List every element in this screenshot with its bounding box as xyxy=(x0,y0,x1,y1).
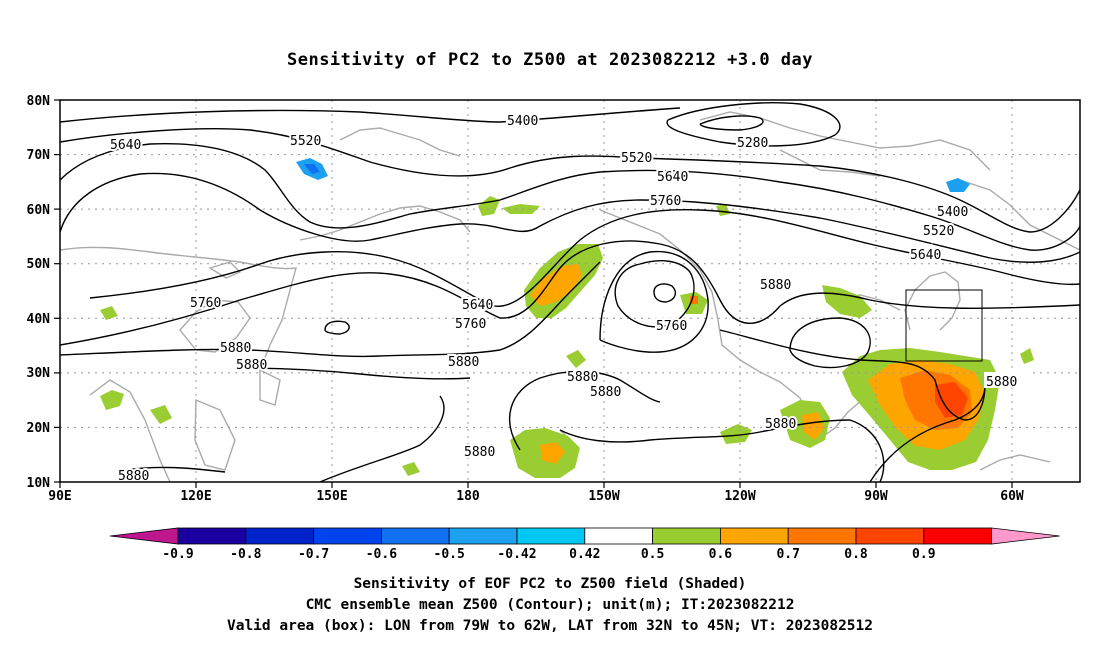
map-frame xyxy=(59,99,1081,483)
contour-label: 5520 xyxy=(290,134,321,149)
lat-tick-label: 40N xyxy=(27,312,51,327)
colorbar-tick-label: -0.42 xyxy=(497,547,536,562)
colorbar-arrow-right xyxy=(991,527,1060,545)
colorbar-tick-label: 0.7 xyxy=(776,547,799,562)
colorbar-segment xyxy=(516,527,586,545)
contour-label: 5880 xyxy=(464,445,495,460)
contour-label: 5760 xyxy=(656,319,687,334)
lat-tick-label: 30N xyxy=(27,366,51,381)
colorbar-tick-label: 0.42 xyxy=(569,547,600,562)
contour-label: 5400 xyxy=(937,205,968,220)
colorbar-segment xyxy=(313,527,382,545)
caption-line: Sensitivity of EOF PC2 to Z500 field (Sh… xyxy=(353,576,747,592)
valid-area-box xyxy=(905,289,983,362)
contour-label: 5400 xyxy=(507,114,538,129)
colorbar-tick-label: -0.9 xyxy=(162,547,193,562)
contour-label: 5880 xyxy=(765,417,796,432)
contour-label: 5760 xyxy=(455,317,486,332)
gridlines xyxy=(60,100,1080,482)
lon-tick-label: 180 xyxy=(456,489,480,504)
contour-label: 5880 xyxy=(986,375,1017,390)
contour-label: 5640 xyxy=(910,248,941,263)
contour-label: 5880 xyxy=(567,370,598,385)
contour-label: 5880 xyxy=(590,385,621,400)
lat-tick-labels: 80N 70N 60N 50N 40N 30N 20N 10N xyxy=(27,94,51,491)
lon-tick-labels: 90E 120E 150E 180 150W 120W 90W 60W xyxy=(48,489,1024,504)
colorbar-segment xyxy=(448,527,518,545)
contour-label: 5760 xyxy=(650,194,681,209)
contour-label: 5640 xyxy=(462,298,493,313)
lat-tick-label: 20N xyxy=(27,421,51,436)
contour-label: 5640 xyxy=(110,138,141,153)
contour-label: 5520 xyxy=(621,151,652,166)
lat-tick-label: 80N xyxy=(27,94,51,109)
lon-tick-label: 150W xyxy=(588,489,619,504)
contour-label: 5880 xyxy=(760,278,791,293)
sensitivity-shading xyxy=(100,158,1034,478)
colorbar-tick-label: 0.8 xyxy=(844,547,868,562)
colorbar-tick-label: -0.6 xyxy=(366,547,397,562)
colorbar-segment xyxy=(787,527,857,545)
contour-label: 5880 xyxy=(220,341,251,356)
colorbar-segment xyxy=(380,527,450,545)
lon-tick-label: 90E xyxy=(48,489,71,504)
caption-line: CMC ensemble mean Z500 (Contour); unit(m… xyxy=(305,597,795,613)
colorbar-segment xyxy=(584,527,653,545)
coastlines xyxy=(60,111,1080,482)
lon-tick-label: 120E xyxy=(180,489,211,504)
colorbar-segment xyxy=(177,527,247,545)
caption-line: Valid area (box): LON from 79W to 62W, L… xyxy=(226,618,873,634)
lon-tick-label: 150E xyxy=(316,489,347,504)
colorbar-segment xyxy=(720,527,789,545)
axis-ticks xyxy=(54,99,1013,488)
caption-block: Sensitivity of EOF PC2 to Z500 field (Sh… xyxy=(0,574,1100,637)
contour-label: 5640 xyxy=(657,170,688,185)
colorbar-tick-label: 0.5 xyxy=(641,547,664,562)
colorbar: -0.9 -0.8 -0.7 -0.6 -0.5 -0.42 0.42 0.5 0.6 0.7 0.… xyxy=(109,527,1060,562)
map-title: Sensitivity of PC2 to Z500 at 2023082212… xyxy=(286,50,813,70)
contour-label: 5760 xyxy=(190,296,221,311)
contour-label: 5880 xyxy=(236,358,267,373)
lat-tick-label: 10N xyxy=(27,476,51,491)
colorbar-tick-label: 0.6 xyxy=(709,547,733,562)
lon-tick-label: 120W xyxy=(724,489,755,504)
colorbar-segment xyxy=(245,527,315,545)
lat-tick-label: 50N xyxy=(27,257,51,272)
lon-tick-label: 90W xyxy=(864,489,888,504)
contour-label-extra: 5880 xyxy=(984,372,1028,390)
lat-tick-label: 60N xyxy=(27,203,51,218)
contour-labels: 5400 5280 5520 5640 5520 5640 5760 5400 … xyxy=(108,112,970,484)
colorbar-arrow-left xyxy=(109,527,179,545)
colorbar-tick-label: -0.7 xyxy=(298,547,329,562)
colorbar-segment xyxy=(855,527,925,545)
z500-contours xyxy=(60,102,1080,482)
colorbar-tick-label: 0.9 xyxy=(912,547,935,562)
lon-tick-label: 60W xyxy=(1000,489,1024,504)
colorbar-segment xyxy=(652,527,721,545)
lat-tick-label: 70N xyxy=(27,148,51,163)
colorbar-tick-label: -0.8 xyxy=(230,547,261,562)
contour-label: 5880 xyxy=(118,469,149,484)
contour-label: 5280 xyxy=(737,136,768,151)
colorbar-tick-label: -0.5 xyxy=(434,547,465,562)
contour-label: 5520 xyxy=(923,224,954,239)
colorbar-segment xyxy=(923,527,992,545)
contour-label: 5880 xyxy=(448,355,479,370)
